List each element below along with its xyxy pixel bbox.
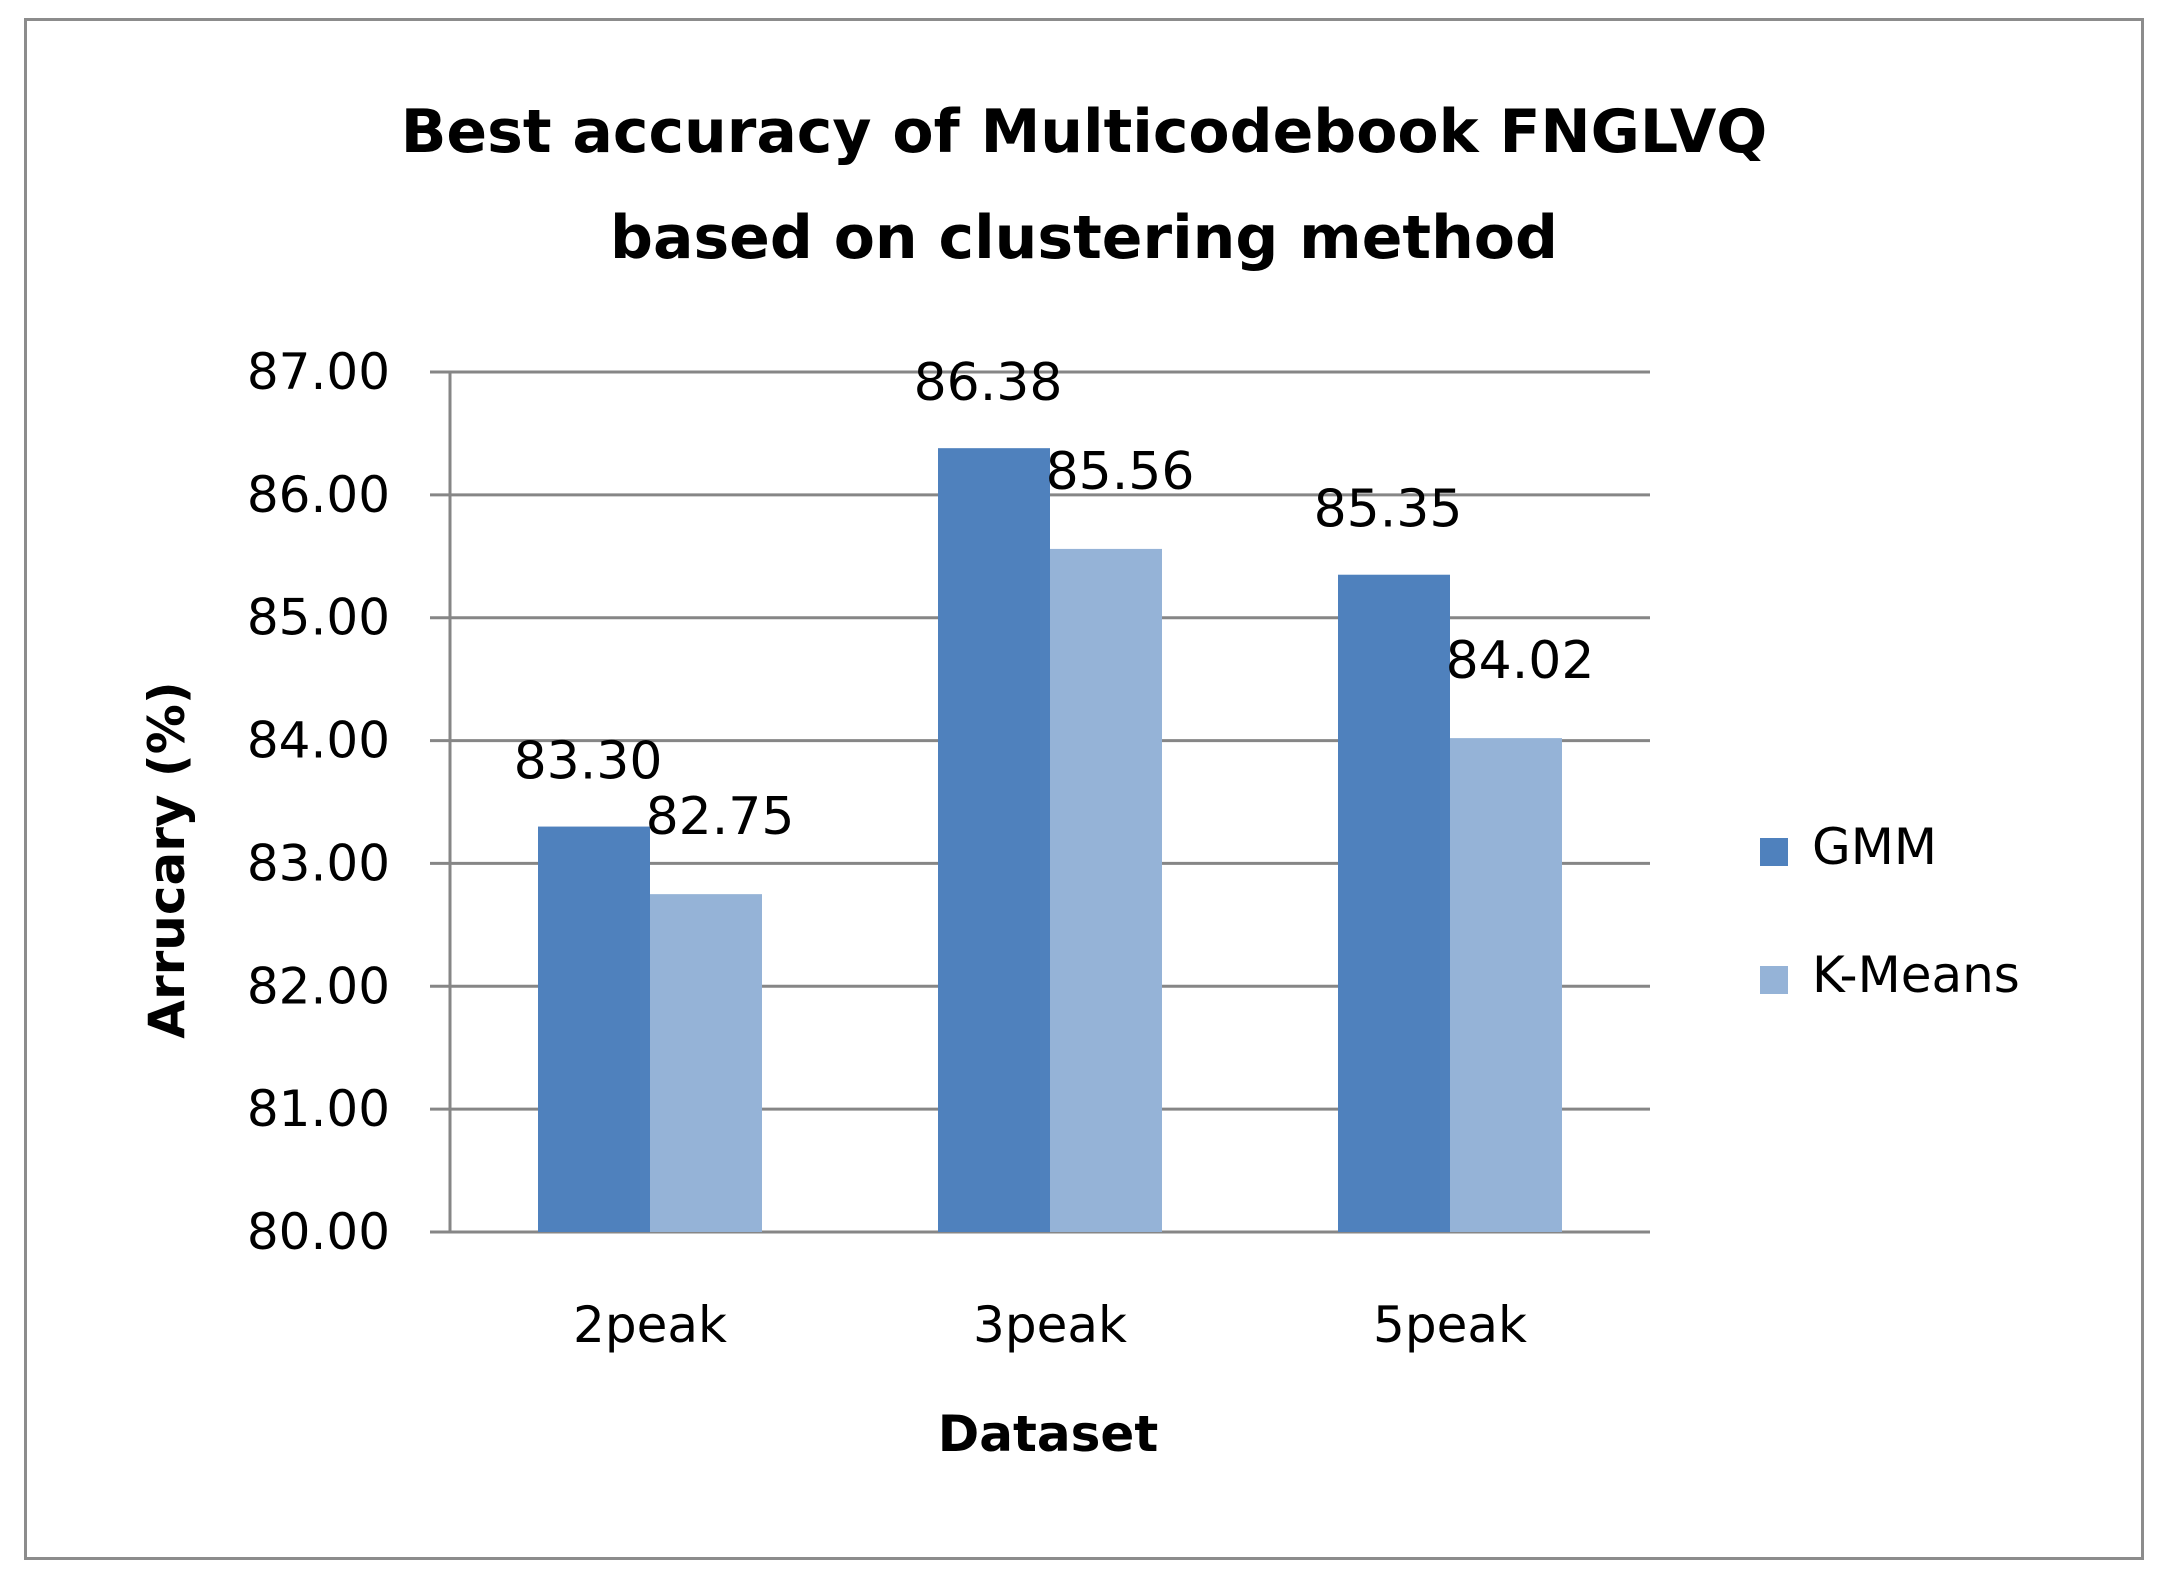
data-label: 82.75 xyxy=(646,787,795,847)
data-label: 85.56 xyxy=(1046,442,1195,502)
chart-title: Best accuracy of Multicodebook FNGLVQ ba… xyxy=(401,97,1768,273)
bar-k-means-3peak xyxy=(1050,548,1162,1232)
y-tick-label: 80.00 xyxy=(247,1203,390,1261)
y-tick-label: 87.00 xyxy=(247,343,390,401)
bars xyxy=(538,448,1562,1233)
x-axis-ticks: 2peak 3peak 5peak xyxy=(573,1296,1527,1354)
bar-gmm-2peak xyxy=(538,826,650,1232)
x-tick-label: 2peak xyxy=(573,1296,727,1354)
data-label: 83.30 xyxy=(514,732,663,792)
bar-k-means-2peak xyxy=(650,894,762,1232)
data-label: 85.35 xyxy=(1314,480,1463,540)
y-axis-ticks: 80.00 81.00 82.00 83.00 84.00 85.00 86.00 87.00 xyxy=(247,343,390,1261)
data-label: 86.38 xyxy=(914,353,1063,413)
chart-title-line-2: based on clustering method xyxy=(610,203,1558,273)
legend-label: GMM xyxy=(1812,818,1937,876)
chart-title-line-1: Best accuracy of Multicodebook FNGLVQ xyxy=(401,97,1768,167)
y-tick-label: 86.00 xyxy=(247,466,390,524)
legend: GMM K-Means xyxy=(1760,818,2020,1004)
x-axis-title: Dataset xyxy=(938,1405,1158,1463)
bar-k-means-5peak xyxy=(1450,738,1562,1232)
x-tick-label: 5peak xyxy=(1373,1296,1527,1354)
y-tick-label: 83.00 xyxy=(247,834,390,892)
y-tick-label: 85.00 xyxy=(247,589,390,647)
y-tick-label: 82.00 xyxy=(247,957,390,1015)
legend-swatch xyxy=(1760,838,1788,866)
y-axis-title: Arrucary (%) xyxy=(138,681,196,1038)
legend-label: K-Means xyxy=(1812,946,2020,1004)
data-label: 84.02 xyxy=(1446,631,1595,691)
bar-gmm-3peak xyxy=(938,448,1050,1233)
y-tick-label: 84.00 xyxy=(247,712,390,770)
y-tick-label: 81.00 xyxy=(247,1080,390,1138)
legend-swatch xyxy=(1760,966,1788,994)
bar-gmm-5peak xyxy=(1338,574,1450,1232)
x-tick-label: 3peak xyxy=(973,1296,1127,1354)
